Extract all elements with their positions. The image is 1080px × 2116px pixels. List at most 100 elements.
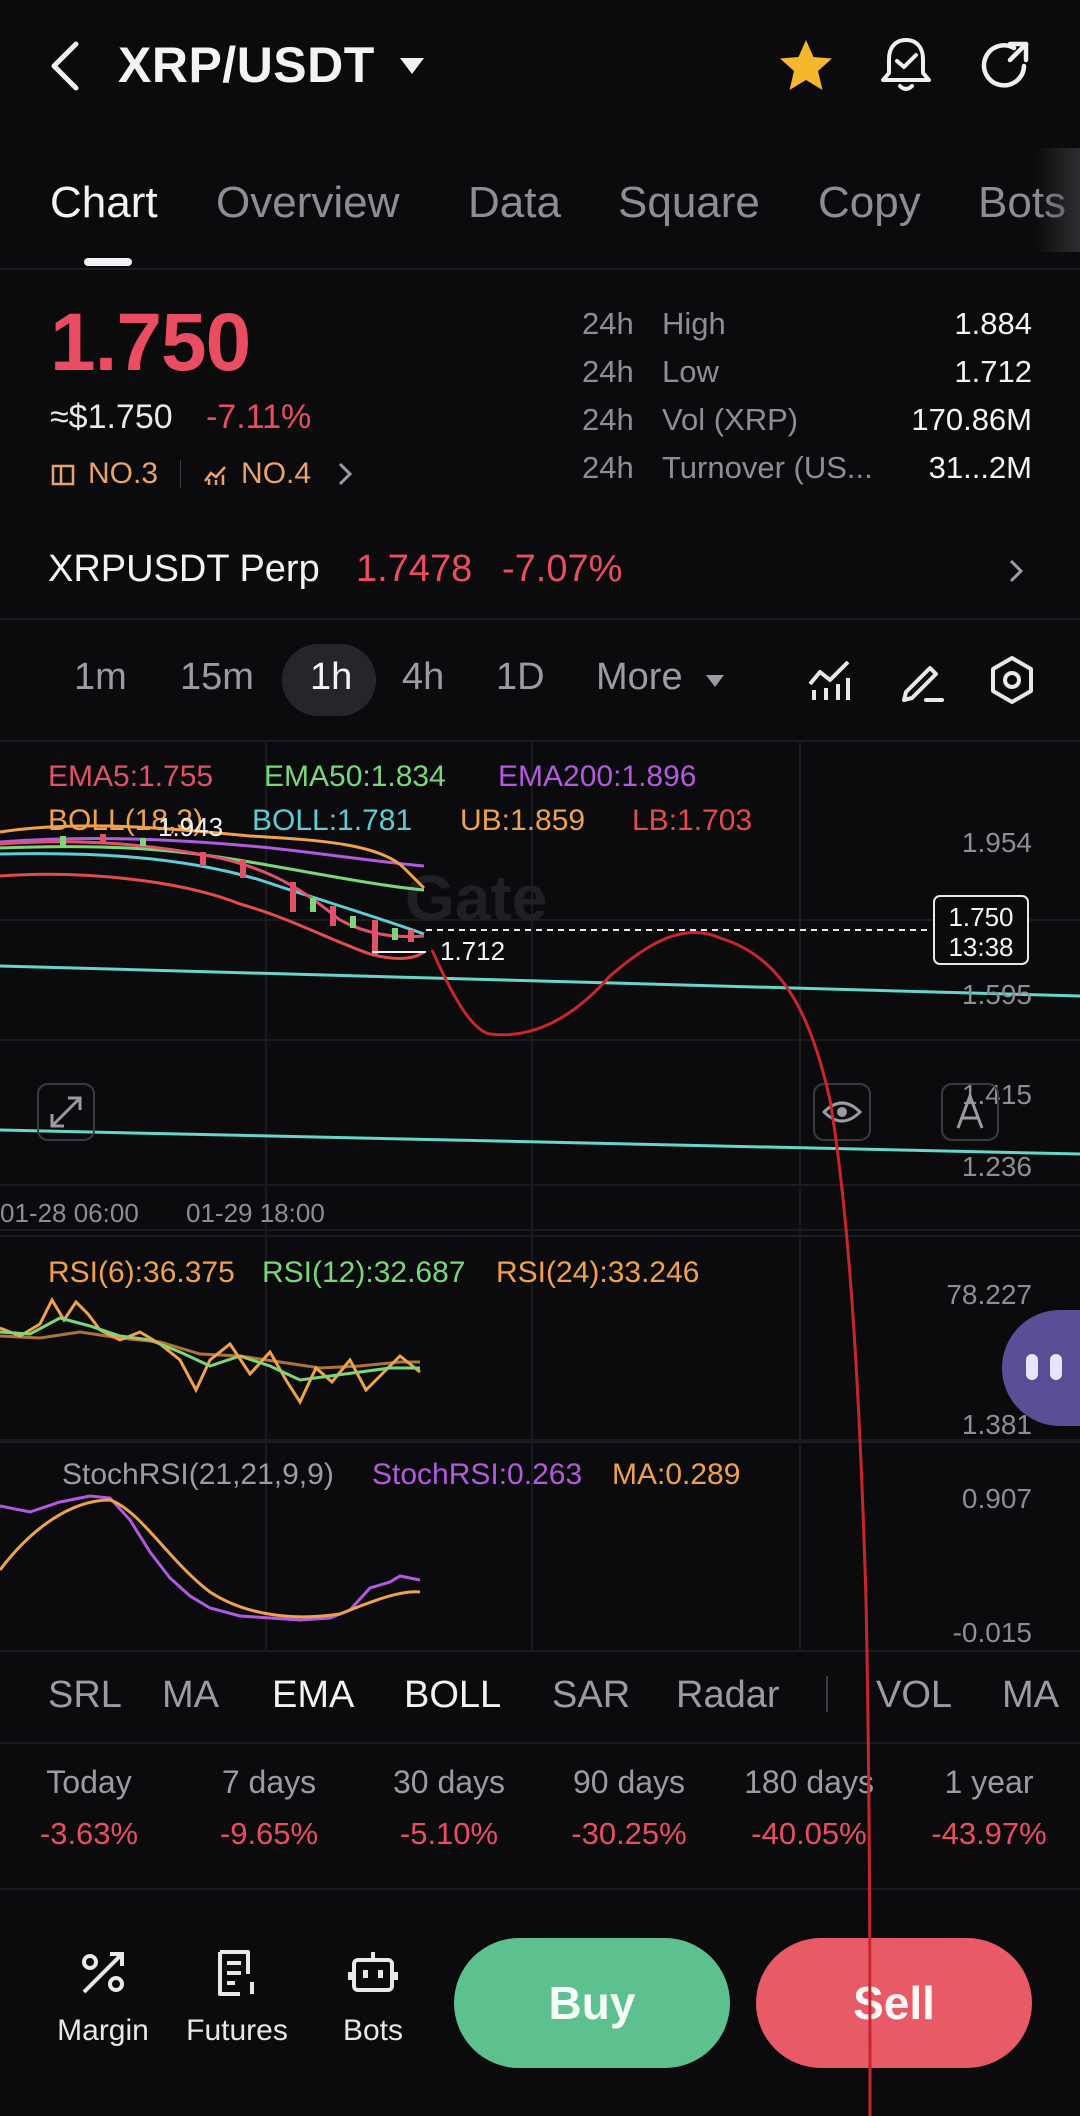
buy-button[interactable]: Buy bbox=[454, 1938, 730, 2068]
stat-value: 170.86M bbox=[911, 402, 1032, 437]
countdown-label: 13:38 bbox=[948, 932, 1013, 962]
auto-scale-icon[interactable] bbox=[941, 1083, 999, 1141]
stat-value: 31...2M bbox=[928, 450, 1032, 485]
sell-button[interactable]: Sell bbox=[756, 1938, 1032, 2068]
tab-copy[interactable]: Copy bbox=[818, 178, 921, 227]
assistant-icon bbox=[1026, 1354, 1062, 1380]
interval-1h[interactable]: 1h bbox=[310, 656, 353, 698]
ema50-legend: EMA50:1.834 bbox=[264, 760, 446, 793]
stoch-y-axis-label: 0.907 bbox=[962, 1483, 1032, 1514]
tab-scroll-fade bbox=[1034, 148, 1080, 252]
ema5-line bbox=[0, 840, 425, 939]
stat-high: 24h High 1.884 bbox=[582, 306, 1032, 346]
divider bbox=[0, 618, 1080, 620]
stat-period: 24h bbox=[582, 306, 634, 341]
stochrsi-legend: StochRSI(21,21,9,9) bbox=[62, 1458, 334, 1491]
stoch-lines bbox=[0, 1494, 421, 1622]
divider bbox=[0, 268, 1080, 270]
nav-margin[interactable]: Margin bbox=[38, 1946, 168, 2048]
tab-chart[interactable]: Chart bbox=[50, 178, 158, 227]
stat-label: Turnover (US... bbox=[662, 450, 873, 485]
nav-futures[interactable]: Futures bbox=[172, 1946, 302, 2048]
chevron-right-icon bbox=[339, 462, 353, 486]
rsi24-legend: RSI(24):33.246 bbox=[496, 1256, 699, 1289]
caret-down-icon[interactable] bbox=[398, 54, 426, 78]
perf-label: 7 days bbox=[221, 1764, 317, 1800]
indicator-vol[interactable]: VOL bbox=[876, 1674, 953, 1716]
indicator-chart-icon[interactable] bbox=[804, 654, 856, 706]
y-axis-label: 1.236 bbox=[962, 1151, 1032, 1182]
bot-icon bbox=[348, 1952, 398, 1992]
stat-label: High bbox=[662, 306, 726, 341]
boll-mid-legend: BOLL:1.781 bbox=[252, 804, 412, 837]
interval-more[interactable]: More bbox=[596, 656, 683, 698]
perf-value: -43.97% bbox=[931, 1816, 1047, 1851]
bell-check-icon[interactable] bbox=[876, 34, 936, 96]
nav-label: Bots bbox=[342, 2014, 404, 2047]
indicator-sar[interactable]: SAR bbox=[552, 1674, 631, 1716]
indicator-srl[interactable]: SRL bbox=[48, 1674, 122, 1716]
rank-list-icon bbox=[51, 464, 75, 486]
perf-label: Today bbox=[46, 1764, 132, 1800]
candles bbox=[60, 834, 414, 956]
rsi6-legend: RSI(6):36.375 bbox=[48, 1256, 235, 1289]
indicator-radar[interactable]: Radar bbox=[676, 1674, 780, 1716]
perp-name[interactable]: XRPUSDT Perp bbox=[48, 548, 320, 590]
rsi12-legend: RSI(12):32.687 bbox=[262, 1256, 465, 1289]
tab-square[interactable]: Square bbox=[618, 178, 760, 227]
stat-turnover: 24h Turnover (US... 31...2M bbox=[582, 450, 1032, 490]
usd-price: ≈$1.750 bbox=[50, 398, 173, 436]
rank-divider bbox=[180, 460, 182, 488]
x-axis-label: 01-28 06:00 bbox=[0, 1198, 139, 1228]
ema200-legend: EMA200:1.896 bbox=[498, 760, 696, 793]
perp-change: -7.07% bbox=[502, 548, 623, 590]
draw-pen-icon[interactable] bbox=[896, 654, 948, 706]
interval-15m[interactable]: 15m bbox=[180, 656, 254, 698]
stat-label: Vol (XRP) bbox=[662, 402, 799, 437]
y-axis-label: 1.595 bbox=[962, 979, 1032, 1010]
indicator-boll[interactable]: BOLL bbox=[404, 1674, 502, 1716]
trendline-lower[interactable] bbox=[0, 1128, 1080, 1156]
perf-label: 90 days bbox=[572, 1764, 686, 1800]
perf-value: -9.65% bbox=[219, 1816, 319, 1851]
tab-overview[interactable]: Overview bbox=[216, 178, 400, 227]
interval-1d[interactable]: 1D bbox=[496, 656, 545, 698]
rank-number-2: NO.4 bbox=[241, 457, 312, 490]
y-axis-label: 1.954 bbox=[962, 827, 1032, 858]
trendline-upper[interactable] bbox=[0, 964, 1080, 998]
stat-low: 24h Low 1.712 bbox=[582, 354, 1032, 394]
stat-value: 1.884 bbox=[954, 306, 1032, 341]
indicator-ma[interactable]: MA bbox=[162, 1674, 219, 1716]
stochrsi-value-legend: StochRSI:0.263 bbox=[372, 1458, 582, 1491]
margin-icon bbox=[82, 1952, 124, 1994]
back-icon[interactable] bbox=[44, 38, 88, 94]
divider bbox=[0, 740, 1080, 742]
divider bbox=[0, 1742, 1080, 1744]
perf-value: -5.10% bbox=[399, 1816, 499, 1851]
current-price-label: 1.750 bbox=[948, 902, 1013, 932]
rsi-y-axis-label: 78.227 bbox=[946, 1279, 1032, 1310]
rank-number: NO.3 bbox=[88, 457, 159, 490]
expand-icon[interactable] bbox=[37, 1083, 95, 1141]
interval-1m[interactable]: 1m bbox=[74, 656, 127, 698]
caret-down-icon[interactable] bbox=[704, 672, 726, 690]
nav-bots[interactable]: Bots bbox=[308, 1946, 438, 2048]
chevron-right-icon[interactable] bbox=[1006, 556, 1026, 586]
divider bbox=[0, 1650, 1080, 1652]
rank-row[interactable]: NO.3 NO.4 bbox=[50, 454, 355, 494]
price-chart[interactable]: Gate EMA5:1.755 EMA50:1.834 EMA200:1.896… bbox=[0, 740, 1080, 1650]
indicator-ma-sub[interactable]: MA bbox=[1002, 1674, 1059, 1716]
high-mark: 1.943 bbox=[158, 812, 223, 842]
nav-label: Margin bbox=[57, 2014, 149, 2047]
interval-4h[interactable]: 4h bbox=[402, 656, 445, 698]
eye-icon[interactable] bbox=[813, 1083, 871, 1141]
pair-title[interactable]: XRP/USDT bbox=[118, 37, 375, 93]
share-icon[interactable] bbox=[976, 36, 1036, 96]
tab-data[interactable]: Data bbox=[468, 178, 561, 227]
perf-label: 1 year bbox=[944, 1764, 1034, 1800]
star-icon[interactable] bbox=[776, 36, 836, 96]
indicator-ema[interactable]: EMA bbox=[272, 1674, 355, 1716]
settings-icon[interactable] bbox=[986, 654, 1038, 706]
futures-icon bbox=[218, 1950, 254, 1996]
selected-interval-pill bbox=[282, 644, 376, 716]
